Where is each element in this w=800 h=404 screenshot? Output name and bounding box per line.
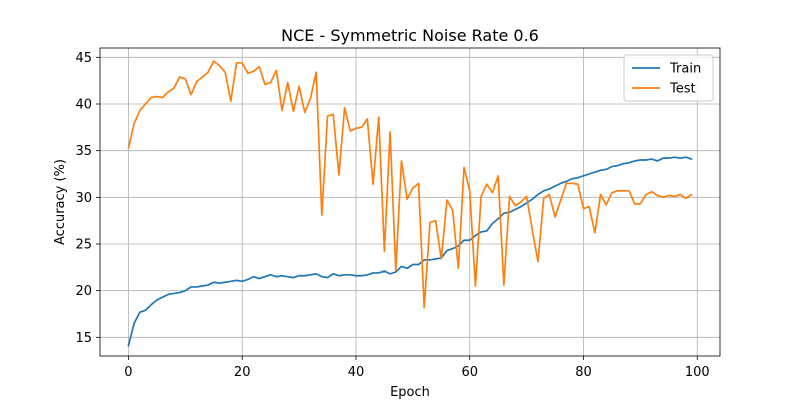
plot-frame bbox=[99, 47, 721, 357]
y-tick-label: 15 bbox=[75, 331, 92, 346]
y-tick-label: 25 bbox=[75, 238, 92, 253]
y-tick-label: 35 bbox=[75, 144, 92, 159]
y-tick-label: 40 bbox=[75, 98, 92, 113]
chart-title: NCE - Symmetric Noise Rate 0.6 bbox=[281, 26, 539, 45]
series-line-test bbox=[127, 60, 693, 309]
legend-label-train: Train bbox=[669, 62, 701, 77]
y-tick-label: 30 bbox=[75, 191, 92, 206]
series-layer bbox=[127, 60, 693, 347]
x-tick-label: 60 bbox=[461, 365, 478, 380]
x-tick-label: 0 bbox=[124, 365, 132, 380]
x-axis-ticks: 0 20 40 60 80 100 bbox=[124, 356, 710, 380]
legend-label-test: Test bbox=[669, 82, 696, 97]
series-line-train bbox=[127, 156, 693, 347]
x-tick-label: 20 bbox=[234, 365, 251, 380]
x-tick-label: 100 bbox=[685, 365, 710, 380]
legend-box bbox=[623, 54, 714, 102]
x-tick-label: 80 bbox=[575, 365, 592, 380]
x-axis-label: Epoch bbox=[390, 385, 430, 400]
y-tick-label: 20 bbox=[75, 284, 92, 299]
grid-layer bbox=[100, 48, 720, 356]
legend: Train Test bbox=[623, 54, 714, 102]
y-axis-label: Accuracy (%) bbox=[53, 159, 68, 245]
y-tick-label: 45 bbox=[75, 51, 92, 66]
x-tick-label: 40 bbox=[348, 365, 365, 380]
y-axis-ticks: 15 20 25 30 35 40 45 bbox=[75, 51, 100, 346]
